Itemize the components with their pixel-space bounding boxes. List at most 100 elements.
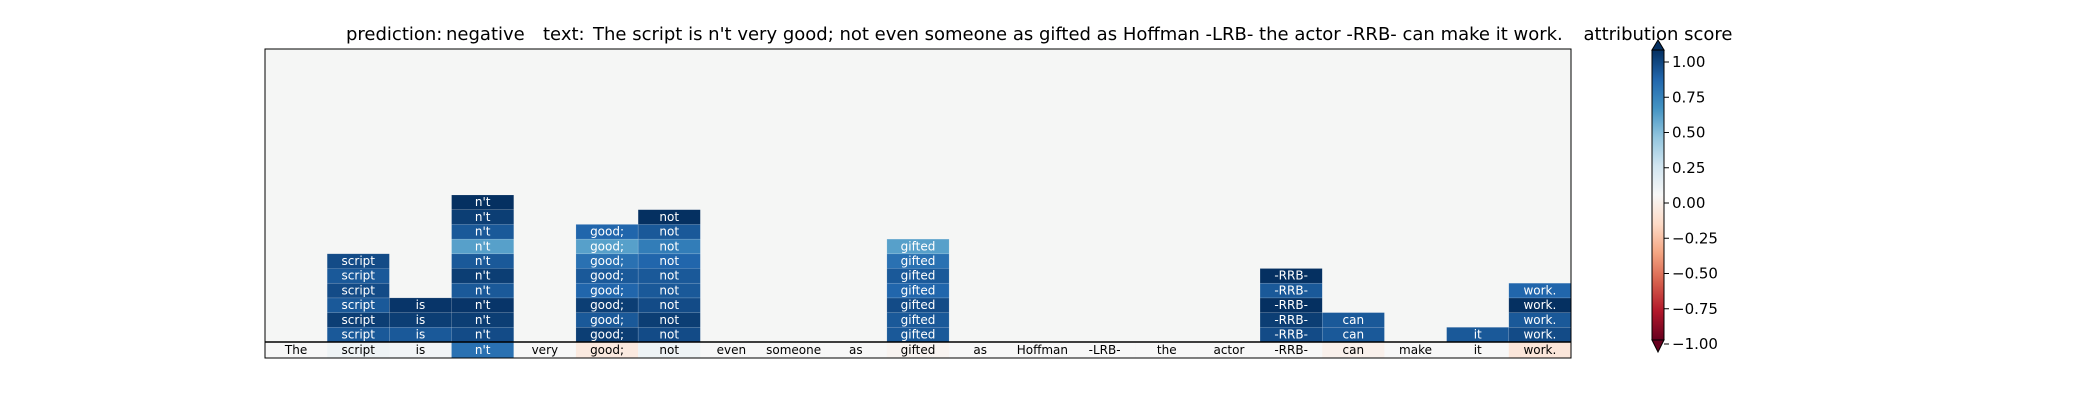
token-label: -LRB- bbox=[1089, 343, 1121, 357]
token-cell bbox=[513, 342, 576, 358]
token-cell bbox=[575, 342, 639, 358]
colorbar-tick-label: 0.25 bbox=[1672, 159, 1705, 177]
attribution-cell-label: good; bbox=[590, 283, 624, 297]
attribution-cell bbox=[451, 238, 515, 255]
token-cell bbox=[327, 342, 390, 358]
heatmap-cells: scriptscriptscriptscriptscriptscriptisis… bbox=[326, 194, 1572, 343]
token-label: as bbox=[973, 343, 987, 357]
attribution-cell-label: gifted bbox=[901, 313, 936, 327]
token-label: actor bbox=[1213, 343, 1244, 357]
token-cell bbox=[1384, 342, 1447, 358]
token-label: n't bbox=[475, 343, 491, 357]
token-cell bbox=[700, 342, 763, 358]
attribution-cell-label: not bbox=[659, 254, 679, 268]
attribution-cell bbox=[451, 194, 515, 210]
attribution-cell-label: gifted bbox=[901, 298, 936, 312]
attribution-cell-label: good; bbox=[590, 328, 624, 342]
attribution-cell-label: not bbox=[659, 210, 679, 224]
token-cell bbox=[824, 342, 887, 358]
colorbar-tick-label: −0.50 bbox=[1672, 265, 1718, 283]
token-cell bbox=[1322, 342, 1385, 358]
attribution-cell-label: -RRB- bbox=[1274, 269, 1308, 283]
plot-frame bbox=[264, 48, 1572, 359]
attribution-cell-label: good; bbox=[590, 269, 624, 283]
token-label: can bbox=[1343, 343, 1365, 357]
token-cell bbox=[1135, 342, 1198, 358]
token-label: very bbox=[532, 343, 559, 357]
attribution-cell-label: script bbox=[342, 313, 376, 327]
token-label: make bbox=[1399, 343, 1432, 357]
attribution-cell-label: gifted bbox=[901, 269, 936, 283]
attribution-cell-label: script bbox=[342, 298, 376, 312]
token-cell bbox=[1073, 342, 1136, 358]
token-label: is bbox=[416, 343, 426, 357]
attribution-cell-label: n't bbox=[475, 283, 491, 297]
attribution-cell-label: script bbox=[342, 269, 376, 283]
attribution-cell-label: not bbox=[659, 328, 679, 342]
attribution-cell-label: n't bbox=[475, 328, 491, 342]
colorbar-min-extension bbox=[1651, 339, 1665, 354]
token-cell bbox=[1446, 342, 1509, 358]
colorbar-ticks: 1.00 0.75 0.50 0.25 0.00 −0.25 −0.50 −0.75 −1.00 bbox=[1664, 53, 1718, 353]
attribution-cell-label: work. bbox=[1523, 298, 1556, 312]
colorbar-tick-label: −1.00 bbox=[1672, 335, 1718, 353]
attribution-cell-label: can bbox=[1343, 328, 1365, 342]
token-cell bbox=[451, 342, 514, 358]
colorbar-tick-label: 0.75 bbox=[1672, 88, 1705, 106]
attribution-cell-label: work. bbox=[1523, 328, 1556, 342]
attribution-cell-label: good; bbox=[590, 239, 624, 253]
token-label: someone bbox=[766, 343, 821, 357]
token-label: as bbox=[849, 343, 863, 357]
token-label: script bbox=[342, 343, 376, 357]
attribution-cell-label: it bbox=[1474, 328, 1482, 342]
attribution-cell-label: gifted bbox=[901, 239, 936, 253]
attribution-cell-label: script bbox=[342, 328, 376, 342]
colorbar-tick-label: −0.75 bbox=[1672, 300, 1718, 318]
attribution-cell-label: -RRB- bbox=[1274, 283, 1308, 297]
token-label: work. bbox=[1523, 343, 1556, 357]
token-label: The bbox=[284, 343, 307, 357]
colorbar-title: attribution score bbox=[1584, 24, 1733, 45]
attribution-cell-label: good; bbox=[590, 313, 624, 327]
attribution-cell bbox=[637, 209, 701, 225]
attribution-cell-label: n't bbox=[475, 269, 491, 283]
attribution-cell-label: -RRB- bbox=[1274, 298, 1308, 312]
attribution-cell-label: -RRB- bbox=[1274, 313, 1308, 327]
sentence-text: The script is n't very good; not even so… bbox=[592, 24, 1563, 45]
attribution-cell-label: n't bbox=[475, 254, 491, 268]
colorbar: 1.00 0.75 0.50 0.25 0.00 −0.25 −0.50 −0.75 −1.00 bbox=[1651, 39, 1718, 354]
attribution-cell-label: not bbox=[659, 283, 679, 297]
attribution-cell-label: -RRB- bbox=[1274, 328, 1308, 342]
token-label: not bbox=[659, 343, 679, 357]
token-label: even bbox=[717, 343, 746, 357]
attribution-cell-label: good; bbox=[590, 254, 624, 268]
token-cell bbox=[1197, 342, 1261, 358]
token-cell bbox=[638, 342, 701, 358]
text-label: text: bbox=[543, 24, 585, 45]
attribution-cell-label: work. bbox=[1523, 313, 1556, 327]
attribution-cell-label: not bbox=[659, 225, 679, 239]
colorbar-tick-label: 1.00 bbox=[1672, 53, 1705, 71]
prediction-value: negative bbox=[446, 24, 525, 45]
attribution-cell-label: n't bbox=[475, 210, 491, 224]
attribution-cell-label: is bbox=[416, 328, 426, 342]
attribution-cell-label: n't bbox=[475, 195, 491, 209]
attribution-cell-label: can bbox=[1343, 313, 1365, 327]
attribution-cell-label: n't bbox=[475, 298, 491, 312]
token-label: it bbox=[1474, 343, 1482, 357]
token-label: the bbox=[1157, 343, 1177, 357]
token-cell bbox=[389, 342, 452, 358]
token-label: -RRB- bbox=[1274, 343, 1308, 357]
attribution-cell-label: n't bbox=[475, 225, 491, 239]
token-row: The script is n't very good; not even someone as g… bbox=[265, 342, 1571, 358]
attribution-cell-label: work. bbox=[1523, 283, 1556, 297]
attribution-cell-label: gifted bbox=[901, 328, 936, 342]
token-cell bbox=[1260, 342, 1323, 358]
attribution-cell-label: not bbox=[659, 239, 679, 253]
attribution-cell-label: script bbox=[342, 283, 376, 297]
attribution-cell-label: is bbox=[416, 298, 426, 312]
token-label: gifted bbox=[901, 343, 936, 357]
attribution-cell-label: not bbox=[659, 269, 679, 283]
attribution-cell-label: n't bbox=[475, 239, 491, 253]
